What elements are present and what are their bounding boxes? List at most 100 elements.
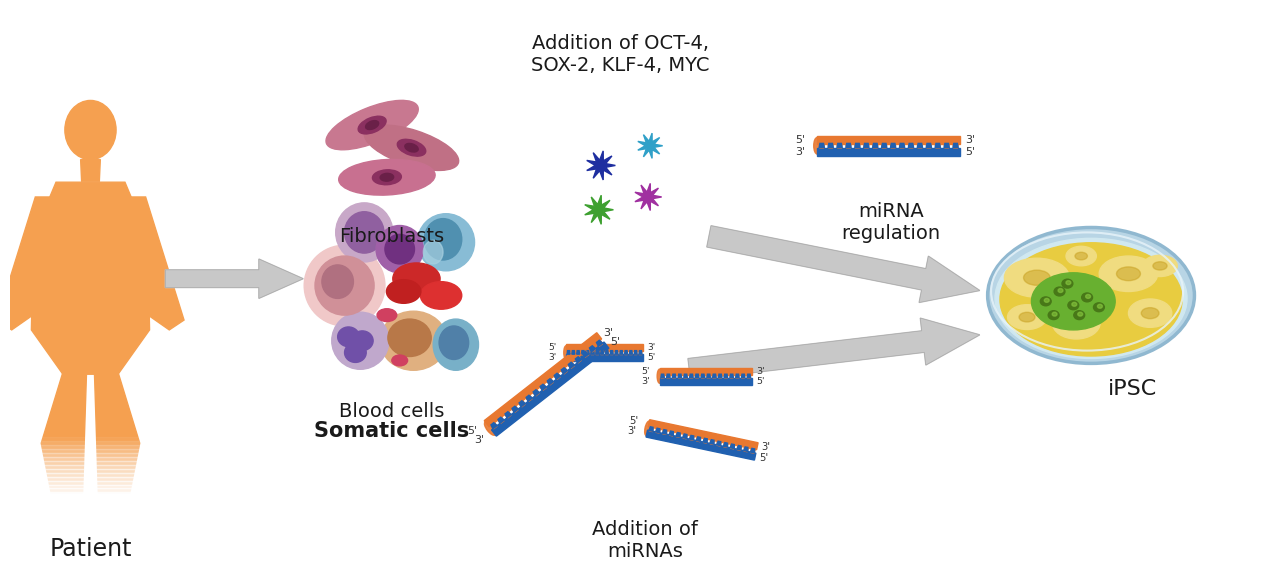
- Ellipse shape: [305, 245, 385, 326]
- Polygon shape: [717, 441, 721, 446]
- Text: 3': 3': [603, 328, 613, 338]
- Polygon shape: [567, 351, 570, 355]
- Text: Somatic cells: Somatic cells: [314, 421, 470, 442]
- Ellipse shape: [365, 125, 458, 170]
- Polygon shape: [682, 434, 687, 438]
- Bar: [0, 496, 189, 504]
- Text: 3': 3': [641, 377, 650, 386]
- Ellipse shape: [814, 137, 820, 154]
- Bar: [0, 445, 189, 453]
- Polygon shape: [659, 378, 751, 385]
- Polygon shape: [730, 444, 735, 449]
- Polygon shape: [669, 431, 673, 435]
- Polygon shape: [625, 351, 627, 355]
- Ellipse shape: [366, 121, 379, 129]
- Ellipse shape: [1007, 305, 1047, 329]
- Ellipse shape: [378, 309, 397, 321]
- Bar: [0, 461, 189, 469]
- Polygon shape: [864, 144, 869, 148]
- Polygon shape: [582, 351, 588, 357]
- Ellipse shape: [417, 214, 475, 271]
- Polygon shape: [589, 346, 595, 352]
- Ellipse shape: [1055, 287, 1065, 296]
- Polygon shape: [900, 144, 905, 148]
- Ellipse shape: [385, 234, 415, 264]
- Polygon shape: [596, 351, 599, 354]
- Polygon shape: [690, 374, 692, 378]
- Polygon shape: [737, 446, 741, 450]
- Ellipse shape: [1041, 297, 1051, 306]
- Polygon shape: [936, 144, 941, 148]
- Polygon shape: [562, 368, 567, 374]
- Polygon shape: [490, 422, 497, 429]
- Text: 3': 3': [646, 343, 655, 352]
- Polygon shape: [696, 437, 700, 441]
- Polygon shape: [684, 374, 687, 378]
- Bar: [0, 508, 189, 516]
- Polygon shape: [639, 351, 641, 355]
- Polygon shape: [741, 374, 745, 378]
- Polygon shape: [648, 420, 758, 450]
- Polygon shape: [741, 374, 745, 378]
- Polygon shape: [672, 374, 676, 378]
- Polygon shape: [526, 395, 532, 401]
- Ellipse shape: [1093, 303, 1105, 312]
- Polygon shape: [744, 447, 749, 451]
- Polygon shape: [873, 144, 878, 148]
- Polygon shape: [566, 354, 643, 361]
- Ellipse shape: [326, 100, 419, 150]
- Polygon shape: [95, 372, 140, 492]
- Polygon shape: [586, 351, 589, 354]
- Polygon shape: [713, 374, 716, 378]
- Polygon shape: [667, 374, 669, 378]
- Polygon shape: [634, 351, 637, 354]
- Bar: [0, 453, 189, 461]
- Bar: [0, 504, 189, 512]
- Polygon shape: [704, 438, 708, 443]
- Text: 3': 3': [627, 426, 636, 437]
- Polygon shape: [737, 446, 741, 450]
- Text: 5': 5': [795, 135, 805, 145]
- Polygon shape: [561, 368, 567, 374]
- Polygon shape: [567, 351, 570, 354]
- Polygon shape: [591, 351, 594, 354]
- Ellipse shape: [404, 144, 419, 152]
- Polygon shape: [891, 144, 896, 148]
- Polygon shape: [635, 184, 662, 210]
- Polygon shape: [748, 374, 750, 378]
- Bar: [0, 465, 189, 473]
- Polygon shape: [707, 374, 710, 378]
- Bar: [0, 481, 189, 488]
- Polygon shape: [655, 428, 659, 433]
- Polygon shape: [817, 136, 960, 144]
- Ellipse shape: [1085, 295, 1091, 299]
- Polygon shape: [684, 374, 687, 378]
- Polygon shape: [498, 417, 504, 424]
- Ellipse shape: [1066, 280, 1071, 284]
- Ellipse shape: [1075, 253, 1088, 260]
- Polygon shape: [532, 389, 539, 396]
- Ellipse shape: [1097, 304, 1102, 308]
- Text: Addition of
miRNAs: Addition of miRNAs: [591, 520, 698, 561]
- Polygon shape: [731, 444, 735, 449]
- Polygon shape: [678, 374, 681, 378]
- Polygon shape: [707, 226, 979, 303]
- Text: 3': 3': [965, 135, 975, 145]
- Polygon shape: [882, 144, 887, 148]
- Polygon shape: [718, 374, 722, 378]
- Polygon shape: [540, 384, 545, 390]
- Polygon shape: [736, 374, 739, 378]
- Text: 3': 3': [756, 367, 764, 376]
- Polygon shape: [900, 144, 905, 148]
- Polygon shape: [724, 443, 728, 447]
- Ellipse shape: [995, 238, 1187, 359]
- Polygon shape: [690, 435, 694, 440]
- Polygon shape: [687, 318, 979, 380]
- Polygon shape: [32, 182, 150, 374]
- Polygon shape: [165, 259, 303, 299]
- Polygon shape: [703, 438, 708, 443]
- Ellipse shape: [321, 265, 353, 299]
- Bar: [0, 477, 189, 484]
- Polygon shape: [677, 433, 681, 437]
- Ellipse shape: [1000, 243, 1183, 356]
